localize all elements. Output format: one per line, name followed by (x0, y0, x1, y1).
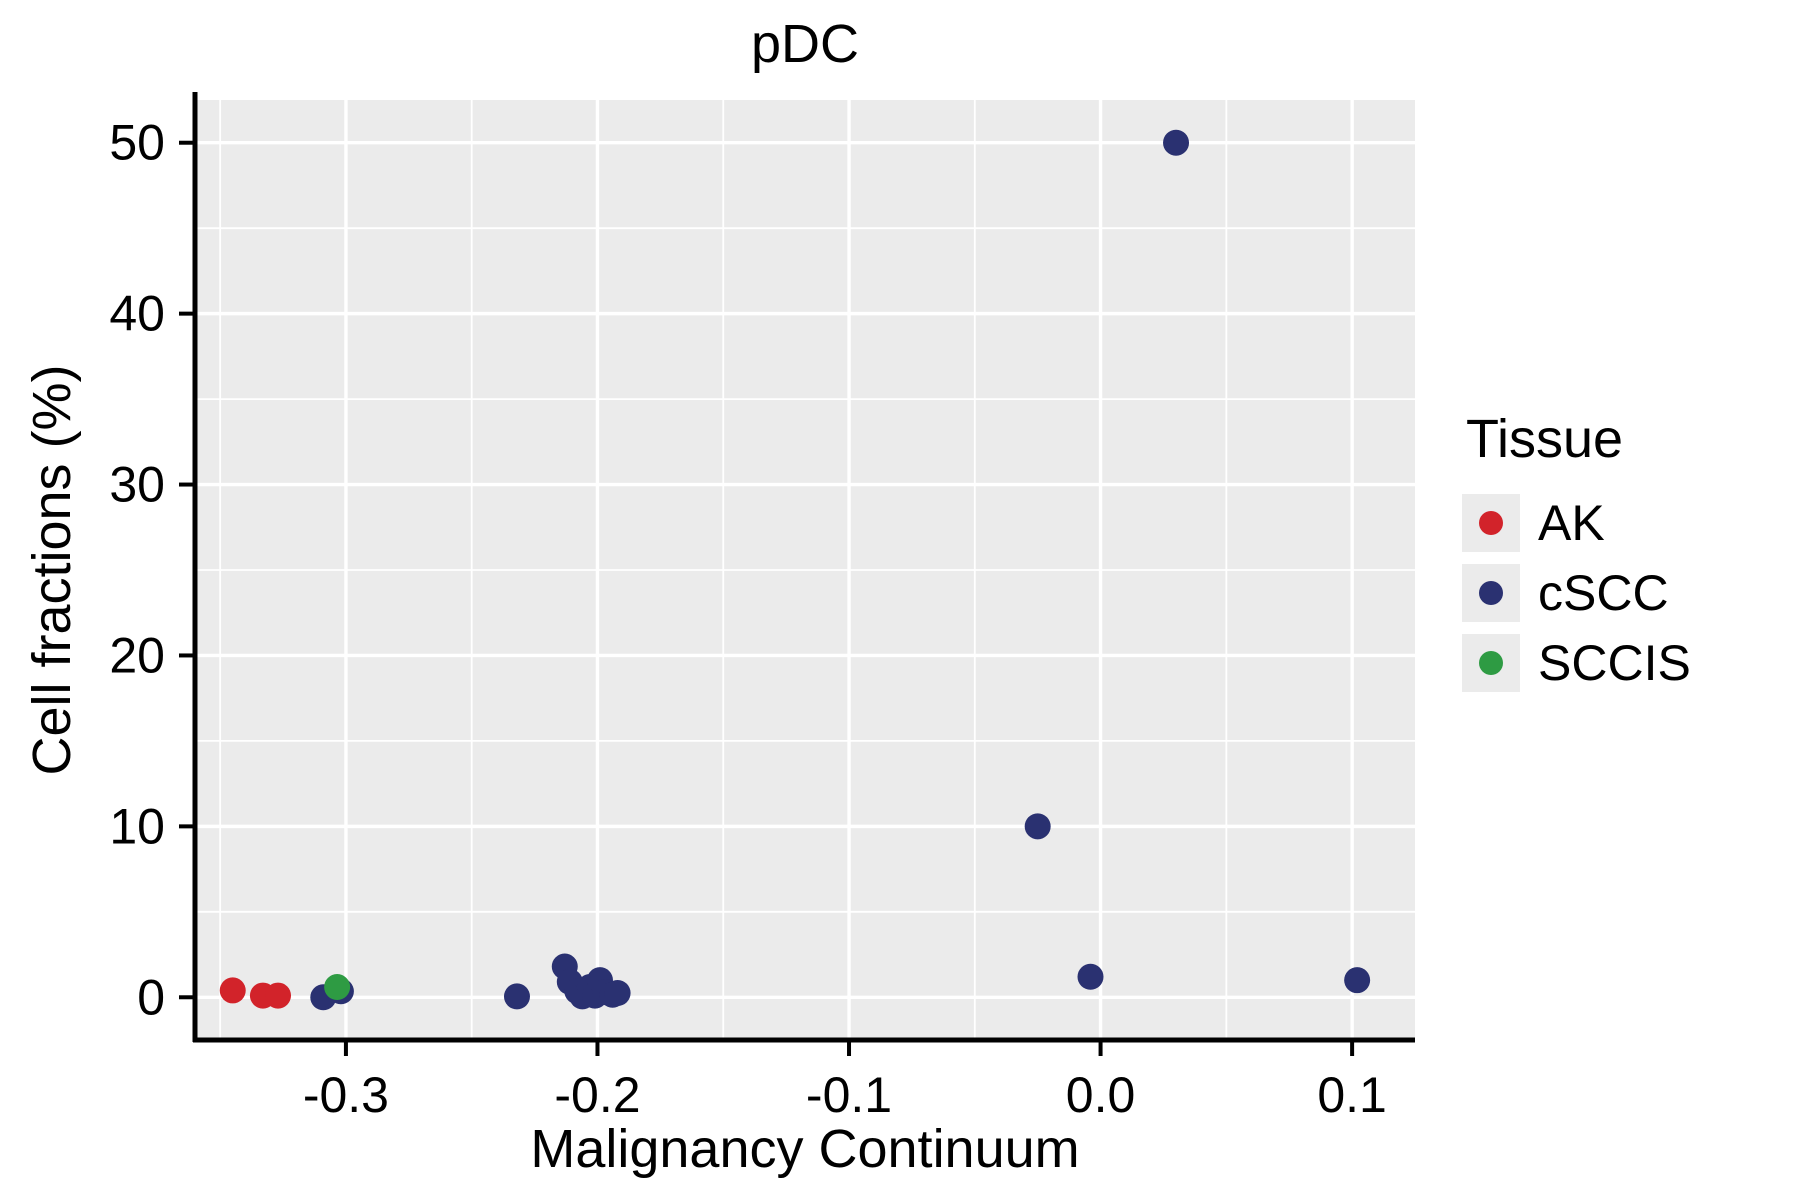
chart-title: pDC (750, 14, 860, 74)
y-tick-label: 10 (109, 798, 165, 854)
legend-item-cscc: cSCC (1462, 564, 1691, 622)
legend-item-sccis: SCCIS (1462, 634, 1691, 692)
x-tick-label: 0.1 (1317, 1067, 1387, 1123)
x-tick-label: 0.0 (1066, 1067, 1136, 1123)
x-tick-label: -0.1 (806, 1067, 892, 1123)
data-point-sccis (324, 974, 351, 1001)
legend-dot-ak-icon (1479, 511, 1503, 535)
legend-key (1462, 494, 1520, 552)
legend-dot-sccis-icon (1479, 651, 1503, 675)
data-point-ak (219, 977, 246, 1004)
y-tick-label: 0 (137, 969, 165, 1025)
y-tick-label: 40 (109, 286, 165, 342)
y-axis-title: Cell fractions (%) (22, 364, 82, 776)
legend-key (1462, 634, 1520, 692)
data-point-cscc (1344, 967, 1371, 994)
y-tick-label: 30 (109, 457, 165, 513)
legend-dot-cscc-icon (1479, 581, 1503, 605)
data-point-cscc (503, 983, 530, 1010)
x-axis-title: Malignancy Continuum (530, 1119, 1080, 1179)
legend-title: Tissue (1466, 409, 1624, 469)
legend: Tissue AK cSCC SCCIS (1462, 408, 1691, 704)
y-tick-label: 20 (109, 627, 165, 683)
x-tick-label: -0.3 (303, 1067, 389, 1123)
legend-item-ak: AK (1462, 494, 1691, 552)
y-tick-label: 50 (109, 115, 165, 171)
data-point-ak (265, 982, 292, 1009)
legend-label-sccis: SCCIS (1538, 635, 1691, 691)
data-point-cscc (1163, 129, 1190, 156)
legend-label-cscc: cSCC (1538, 565, 1669, 621)
legend-key (1462, 564, 1520, 622)
data-point-cscc (1077, 963, 1104, 990)
legend-label-ak: AK (1538, 495, 1605, 551)
x-tick-label: -0.2 (554, 1067, 640, 1123)
data-point-cscc (1024, 813, 1051, 840)
data-point-cscc (604, 980, 631, 1006)
